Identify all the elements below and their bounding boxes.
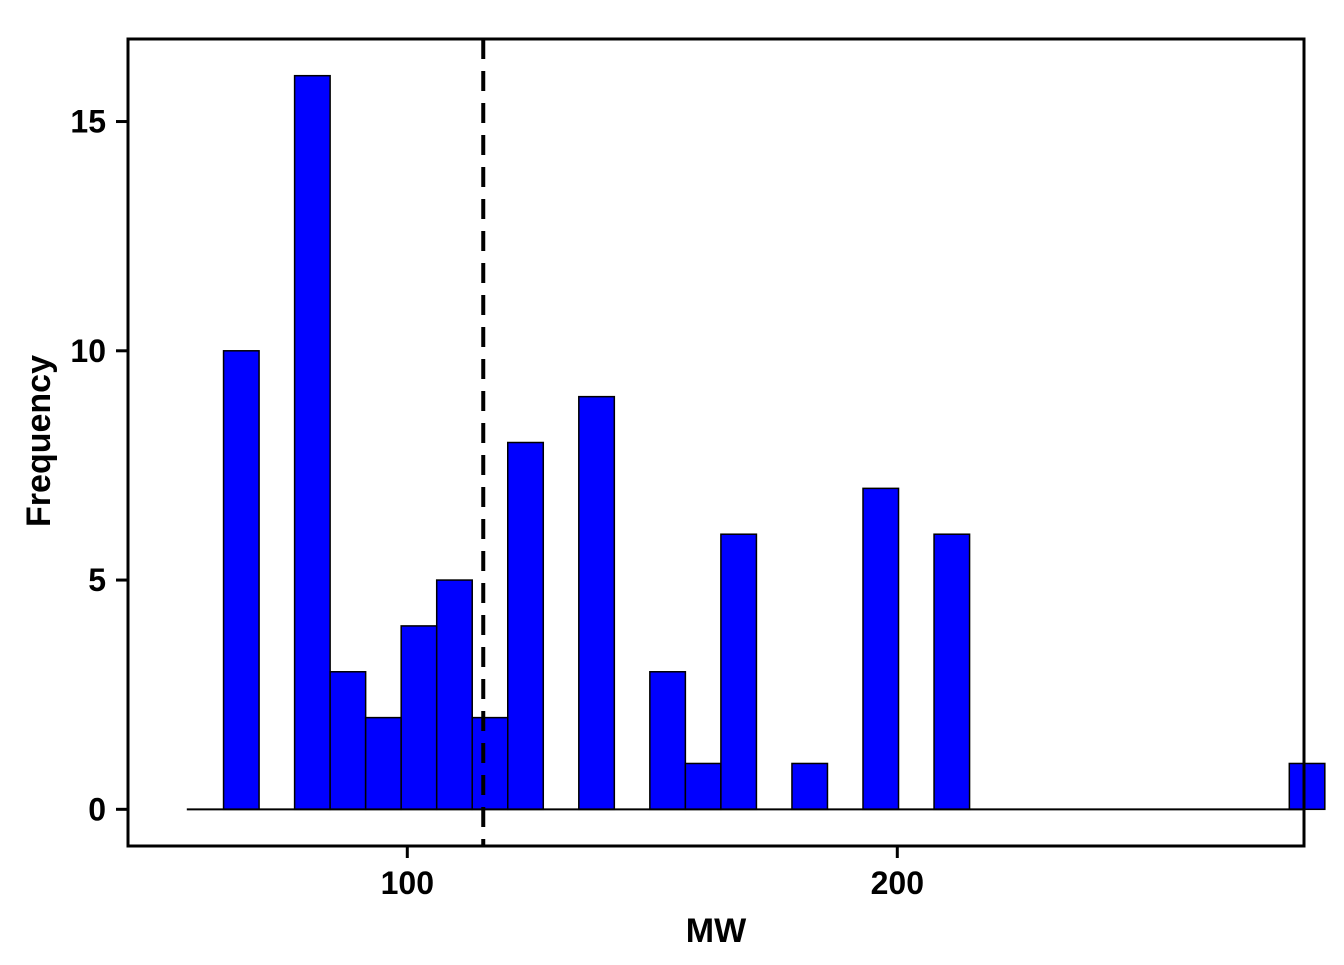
histogram-bar-2 — [329, 671, 367, 811]
axes-layer: 100 200 0 5 10 15 — [70, 37, 1306, 901]
histogram-bar-1 — [293, 74, 331, 811]
histogram-bar-11 — [720, 533, 758, 811]
y-tick-label: 15 — [70, 104, 106, 140]
bars-layer — [186, 39, 1326, 846]
histogram-bar-9 — [649, 671, 687, 811]
histogram-bar-13 — [862, 487, 900, 811]
y-axis-label: Frequency — [20, 355, 58, 527]
y-tick-label: 0 — [88, 791, 106, 827]
histogram-bar-6 — [471, 716, 509, 811]
histogram-bar-0 — [222, 350, 260, 811]
histogram-bar-14 — [933, 533, 971, 811]
plot-frame — [126, 37, 1306, 848]
x-tick-label: 200 — [871, 865, 924, 901]
y-tick-label: 10 — [70, 333, 106, 369]
x-axis-label: MW — [686, 912, 747, 950]
histogram-bar-4 — [400, 625, 438, 811]
x-tick-label: 100 — [381, 865, 434, 901]
histogram-bar-7 — [507, 441, 545, 811]
histogram-bar-3 — [364, 716, 402, 811]
histogram-bar-5 — [435, 579, 473, 811]
histogram-bar-8 — [578, 395, 616, 811]
histogram-bar-10 — [684, 762, 722, 811]
histogram-bar-15 — [1288, 762, 1326, 811]
y-tick-label: 5 — [88, 562, 106, 598]
histogram-bar-12 — [791, 762, 829, 811]
